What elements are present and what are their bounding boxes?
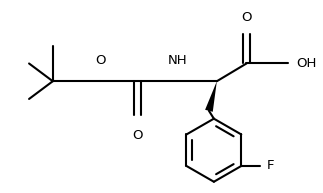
Text: NH: NH	[168, 54, 187, 67]
Polygon shape	[205, 81, 217, 112]
Text: O: O	[241, 11, 252, 24]
Text: O: O	[95, 54, 106, 67]
Text: O: O	[132, 129, 143, 141]
Text: OH: OH	[296, 57, 316, 70]
Text: F: F	[267, 159, 275, 173]
